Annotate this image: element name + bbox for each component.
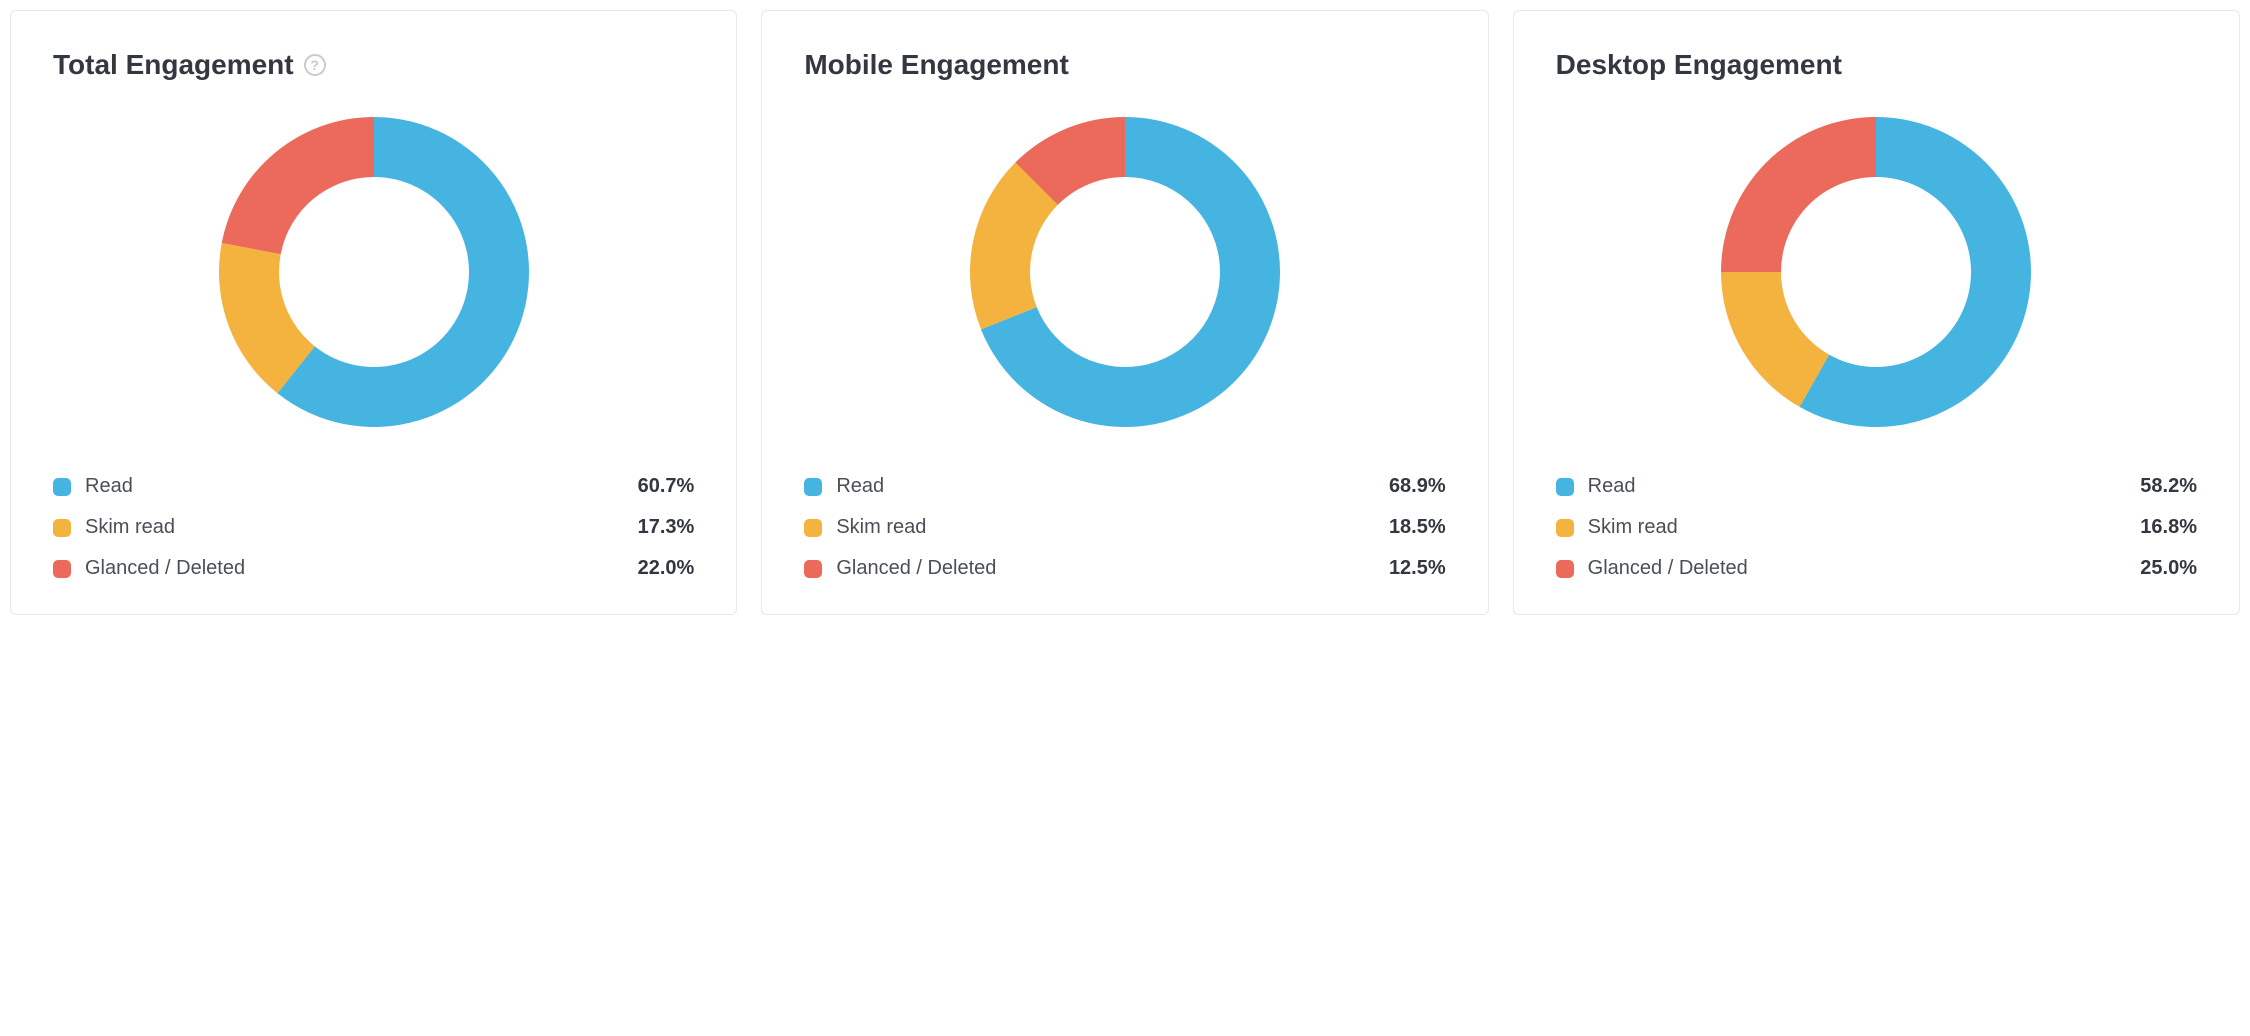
engagement-dashboard: Total Engagement ? Read 60.7% Skim read …	[10, 10, 2240, 615]
legend-label: Read	[1588, 475, 1636, 498]
donut-segment-glanced	[221, 117, 373, 254]
swatch-glanced	[53, 560, 71, 578]
legend-row-read: Read 68.9%	[804, 475, 1445, 498]
legend-value: 17.3%	[638, 516, 695, 539]
legend-row-glanced: Glanced / Deleted 22.0%	[53, 557, 694, 580]
legend-value: 18.5%	[1389, 516, 1446, 539]
card-title: Desktop Engagement	[1556, 49, 1842, 81]
legend-value: 22.0%	[638, 557, 695, 580]
card-desktop-engagement: Desktop Engagement Read 58.2% Skim read …	[1513, 10, 2240, 615]
legend-value: 25.0%	[2140, 557, 2197, 580]
legend-label: Glanced / Deleted	[1588, 557, 1748, 580]
legend-label: Skim read	[836, 516, 926, 539]
legend-row-read: Read 60.7%	[53, 475, 694, 498]
legend-label: Skim read	[1588, 516, 1678, 539]
card-title: Mobile Engagement	[804, 49, 1068, 81]
help-icon[interactable]: ?	[304, 54, 326, 76]
swatch-glanced	[804, 560, 822, 578]
legend: Read 68.9% Skim read 18.5% Glanced / Del…	[804, 475, 1445, 580]
donut-chart-desktop	[1556, 117, 2197, 427]
card-mobile-engagement: Mobile Engagement Read 68.9% Skim read 1…	[761, 10, 1488, 615]
legend-value: 16.8%	[2140, 516, 2197, 539]
legend-row-glanced: Glanced / Deleted 12.5%	[804, 557, 1445, 580]
swatch-read	[804, 478, 822, 496]
donut-chart-mobile	[804, 117, 1445, 427]
legend: Read 60.7% Skim read 17.3% Glanced / Del…	[53, 475, 694, 580]
legend-row-skim: Skim read 16.8%	[1556, 516, 2197, 539]
legend-row-glanced: Glanced / Deleted 25.0%	[1556, 557, 2197, 580]
legend-label: Read	[85, 475, 133, 498]
card-header: Total Engagement ?	[53, 49, 694, 81]
donut-svg	[1721, 117, 2031, 427]
swatch-skim	[53, 519, 71, 537]
card-total-engagement: Total Engagement ? Read 60.7% Skim read …	[10, 10, 737, 615]
legend-value: 68.9%	[1389, 475, 1446, 498]
legend-value: 60.7%	[638, 475, 695, 498]
legend-value: 58.2%	[2140, 475, 2197, 498]
donut-svg	[970, 117, 1280, 427]
donut-segment-glanced	[1721, 117, 1876, 272]
legend-row-skim: Skim read 17.3%	[53, 516, 694, 539]
donut-svg	[219, 117, 529, 427]
legend-label: Skim read	[85, 516, 175, 539]
legend-label: Glanced / Deleted	[836, 557, 996, 580]
card-title: Total Engagement	[53, 49, 294, 81]
legend: Read 58.2% Skim read 16.8% Glanced / Del…	[1556, 475, 2197, 580]
swatch-read	[1556, 478, 1574, 496]
card-header: Mobile Engagement	[804, 49, 1445, 81]
legend-label: Read	[836, 475, 884, 498]
swatch-skim	[804, 519, 822, 537]
card-header: Desktop Engagement	[1556, 49, 2197, 81]
legend-label: Glanced / Deleted	[85, 557, 245, 580]
legend-row-skim: Skim read 18.5%	[804, 516, 1445, 539]
donut-chart-total	[53, 117, 694, 427]
swatch-glanced	[1556, 560, 1574, 578]
swatch-read	[53, 478, 71, 496]
swatch-skim	[1556, 519, 1574, 537]
legend-row-read: Read 58.2%	[1556, 475, 2197, 498]
legend-value: 12.5%	[1389, 557, 1446, 580]
